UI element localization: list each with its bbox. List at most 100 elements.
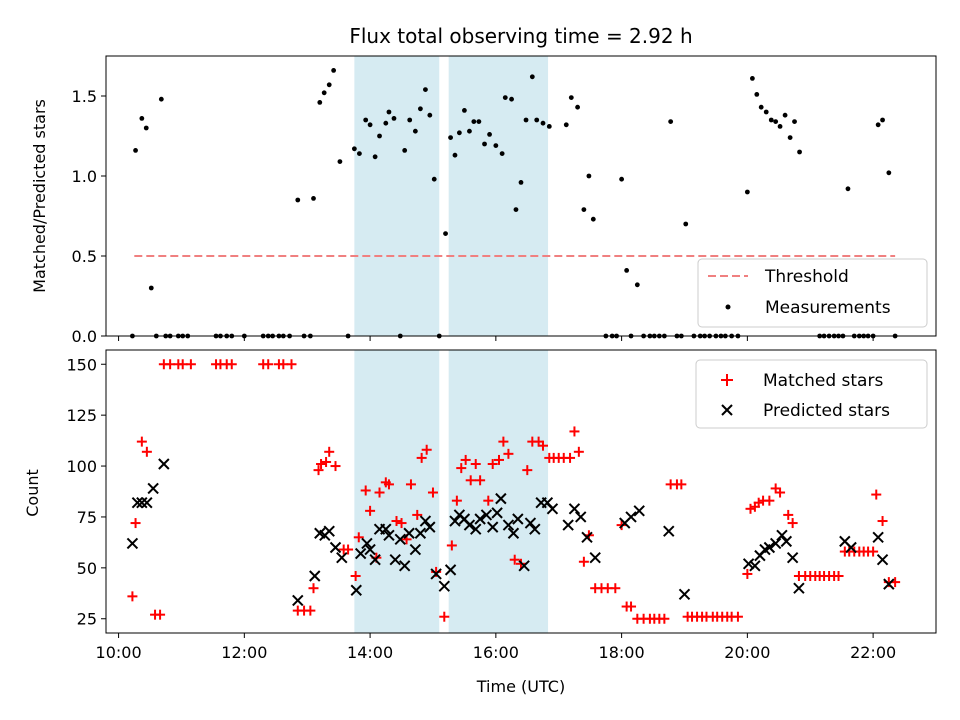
measurement-point [372,154,378,160]
measurement-point [668,119,674,124]
measurement-point [749,76,755,81]
shaded-regions-bottom [354,350,549,633]
predicted-point [336,551,348,564]
measurement-point [417,106,423,112]
measurement-point [493,143,499,149]
y-tick-label: 75 [77,508,97,527]
predicted-point [518,560,530,572]
matched-point [330,461,341,472]
shaded-interval-0 [354,56,440,336]
matched-point [487,459,498,470]
predicted-point [491,507,503,519]
measurement-point [139,116,145,121]
matched-point [343,544,354,555]
predicted-point [292,594,304,607]
counts-y-axis-label: Count [23,469,42,517]
measurement-point [568,95,574,100]
predicted-point [769,537,782,550]
measurement-point [540,120,546,126]
matched-point [396,518,407,529]
matched-point [676,479,687,490]
predicted-point [589,551,601,564]
counts-x-ticks: 10:00 12:00 14:00 16:00 18:00 20:00 22:00 [96,633,896,662]
measurement-point [133,148,138,153]
x-tick-label: 12:00 [221,643,267,662]
measurement-point [158,96,164,102]
predicted-point [470,523,482,535]
matched-point [127,591,138,602]
matched-point [321,456,332,467]
matched-point [141,446,152,457]
y-tick-label: 25 [77,610,97,629]
matched-point [565,452,576,463]
predicted-point [323,525,335,537]
legend-measurement-label: Measurements [765,298,891,318]
measurement-point [321,90,327,96]
predicted-point [430,568,442,580]
measurement-point [363,117,369,123]
predicted-point [394,533,406,546]
measurement-point [758,104,764,110]
matched-point [783,509,794,520]
counts-axes-frame [105,349,937,634]
matched-point [421,444,432,455]
predicted-point [414,527,427,539]
measurement-point [391,116,397,121]
predicted-point [449,515,461,527]
measurement-point [754,92,760,97]
matched-point [365,505,376,516]
ratio-y-ticks: 0.0 0.5 1.0 1.5 [72,87,106,346]
matched-point [313,465,324,476]
predicted-point [678,588,691,601]
predicted-point [786,551,799,564]
x-axis-label: Time (UTC) [476,677,565,696]
matched-point [475,475,486,486]
matched-point [451,495,462,506]
x-tick-label: 18:00 [599,643,645,662]
predicted-point [845,541,857,554]
measurement-point [763,109,769,115]
matched-point [263,359,274,370]
predicted-point [463,519,476,531]
matched-point [626,601,637,612]
predicted-point [763,541,776,554]
matched-point [305,605,316,616]
y-tick-label: 150 [66,355,97,374]
x-tick-label: 10:00 [96,643,142,662]
chart-title: Flux total observing time = 2.92 h [349,24,692,48]
measurement-point [768,117,774,123]
predicted-series [126,458,895,607]
legend-predicted-label: Predicted stars [763,401,890,421]
predicted-point [141,496,153,509]
measurement-point [377,133,382,139]
measurement-point [782,112,788,118]
y-tick-label: 0.5 [72,247,97,266]
matched-point [465,475,476,486]
matched-point [868,546,879,557]
matched-point [753,497,764,508]
matched-point [745,503,756,514]
predicted-point [361,537,373,550]
ratio-axes-frame [105,55,937,337]
predicted-point [380,523,392,535]
ratio-legend-box [697,258,928,328]
predicted-point [876,553,889,566]
matched-point [185,359,196,370]
predicted-point [480,509,493,521]
matched-series [127,359,901,624]
measurement-point [683,221,689,227]
predicted-point [350,584,362,596]
matched-point [350,570,361,581]
matched-point [316,459,327,470]
legend-threshold-label: Threshold [764,267,849,287]
matched-point [226,359,237,370]
predicted-point [568,503,581,515]
predicted-point [793,582,805,594]
measurement-point [452,152,458,158]
predicted-point [581,531,593,544]
legend-measurement-swatch [725,304,731,310]
measurement-point [383,120,389,126]
measurement-point [467,128,472,134]
shaded-interval-0 [354,350,440,633]
predicted-point [502,519,515,531]
